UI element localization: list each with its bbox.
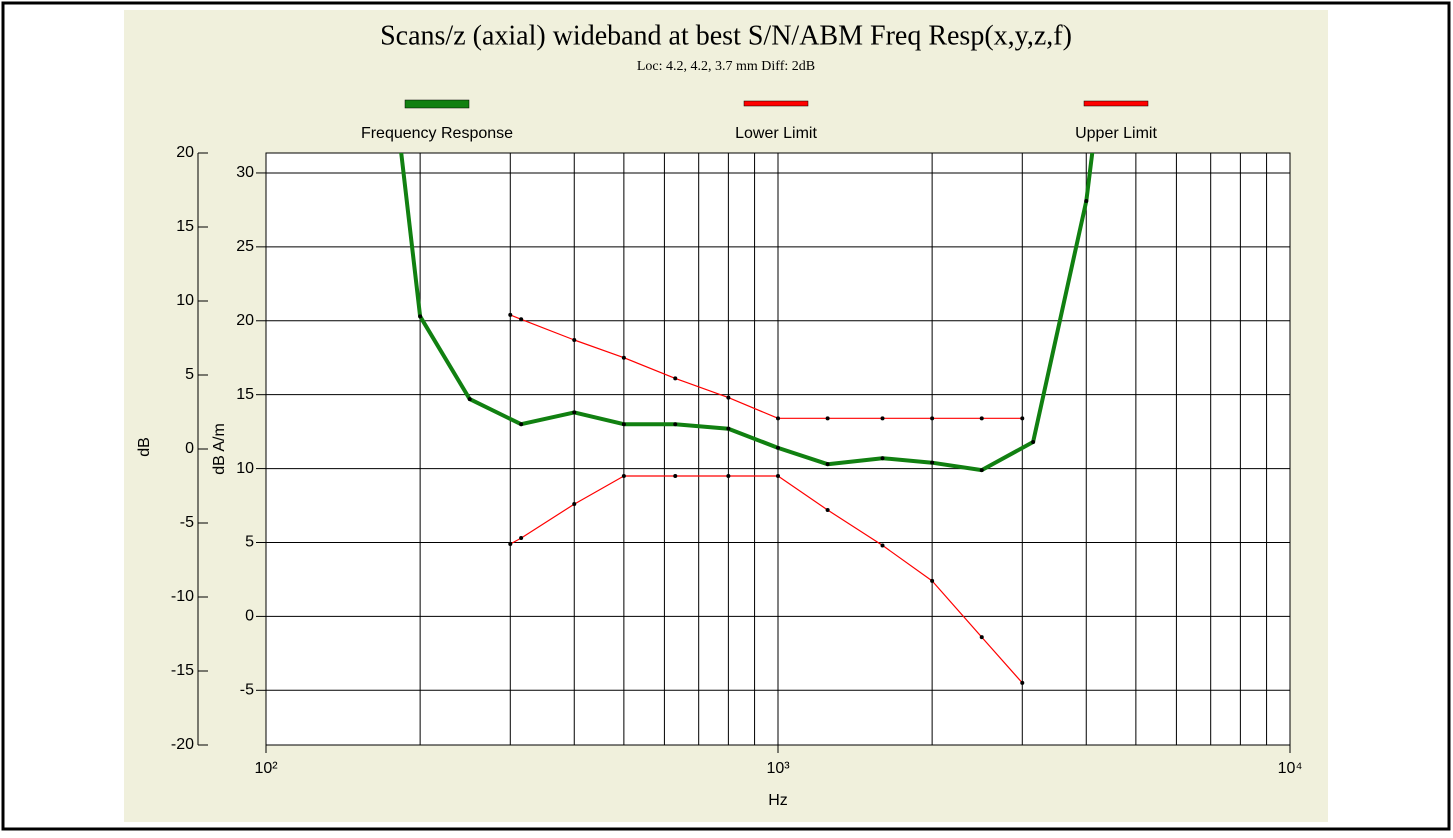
- data-point: [930, 416, 935, 421]
- data-point: [880, 543, 885, 548]
- y-tick-label: 10: [236, 460, 254, 477]
- y2-axis-label: dB: [136, 437, 153, 457]
- series-line: [399, 153, 1095, 473]
- series-layer: [399, 153, 1095, 685]
- data-point: [572, 410, 577, 415]
- data-point: [572, 337, 577, 342]
- data-point: [467, 397, 472, 402]
- data-point: [825, 507, 830, 512]
- data-point: [880, 456, 885, 461]
- data-point: [673, 376, 678, 381]
- data-point: [930, 460, 935, 465]
- legend-swatch: [743, 100, 809, 107]
- chart-title: Scans/z (axial) wideband at best S/N/ABM…: [380, 20, 1072, 51]
- legend-label: Upper Limit: [1075, 125, 1157, 142]
- y2-tick-label: 10: [176, 292, 194, 309]
- series-line: [510, 314, 1023, 419]
- data-point: [621, 473, 626, 478]
- data-point: [1020, 680, 1025, 685]
- y2-tick-label: 5: [185, 366, 194, 383]
- data-point: [979, 635, 984, 640]
- y2-tick-label: 20: [176, 144, 194, 161]
- data-point: [726, 395, 731, 400]
- x-axis-label: Hz: [768, 792, 788, 809]
- data-point: [726, 426, 731, 431]
- plot-border: [265, 152, 1291, 746]
- legend-swatch: [1083, 100, 1149, 107]
- y2-tick-label: 15: [176, 218, 194, 235]
- data-point: [621, 355, 626, 360]
- data-point: [776, 416, 780, 421]
- data-point: [621, 422, 626, 427]
- chart-subtitle: Loc: 4.2, 4.2, 3.7 mm Diff: 2dB: [637, 59, 815, 74]
- data-point: [1020, 416, 1025, 421]
- data-point: [825, 462, 830, 467]
- y-tick-label: 5: [245, 534, 254, 551]
- data-point: [508, 541, 513, 546]
- y2-tick-label: -15: [171, 662, 194, 679]
- y2-tick-label: -10: [171, 588, 194, 605]
- y2-tick-label: 0: [185, 440, 194, 457]
- y-tick-label: 20: [236, 312, 254, 329]
- data-point: [1031, 439, 1036, 444]
- y-axis-label: dB A/m: [211, 423, 228, 475]
- x-tick-label: 10²: [254, 760, 278, 777]
- data-point: [776, 473, 780, 478]
- y-tick-label: 30: [236, 164, 254, 181]
- data-point: [519, 536, 524, 541]
- data-point: [673, 473, 678, 478]
- data-point: [519, 317, 524, 322]
- x-tick-label: 10⁴: [1278, 760, 1303, 777]
- y-tick-label: 15: [236, 386, 254, 403]
- data-point: [979, 416, 984, 421]
- data-point: [673, 422, 678, 427]
- x-tick-label: 10³: [766, 760, 790, 777]
- legend-label: Lower Limit: [735, 125, 817, 142]
- data-point: [572, 502, 577, 507]
- y-tick-label: 25: [236, 238, 254, 255]
- series-line: [510, 475, 1023, 684]
- data-point: [519, 422, 524, 427]
- data-point: [726, 473, 731, 478]
- y2-tick-label: -5: [180, 514, 194, 531]
- data-point: [825, 416, 830, 421]
- data-point: [979, 468, 984, 473]
- data-point: [880, 416, 885, 421]
- data-point: [1084, 199, 1089, 204]
- y2-tick-label: -20: [171, 736, 194, 753]
- legend-swatch: [404, 99, 470, 109]
- data-point: [508, 312, 513, 317]
- data-point: [418, 314, 423, 319]
- data-point: [776, 445, 780, 450]
- data-point: [930, 578, 935, 583]
- y-tick-label: 0: [245, 608, 254, 625]
- legend-label: Frequency Response: [361, 125, 513, 142]
- y-tick-label: -5: [240, 682, 254, 699]
